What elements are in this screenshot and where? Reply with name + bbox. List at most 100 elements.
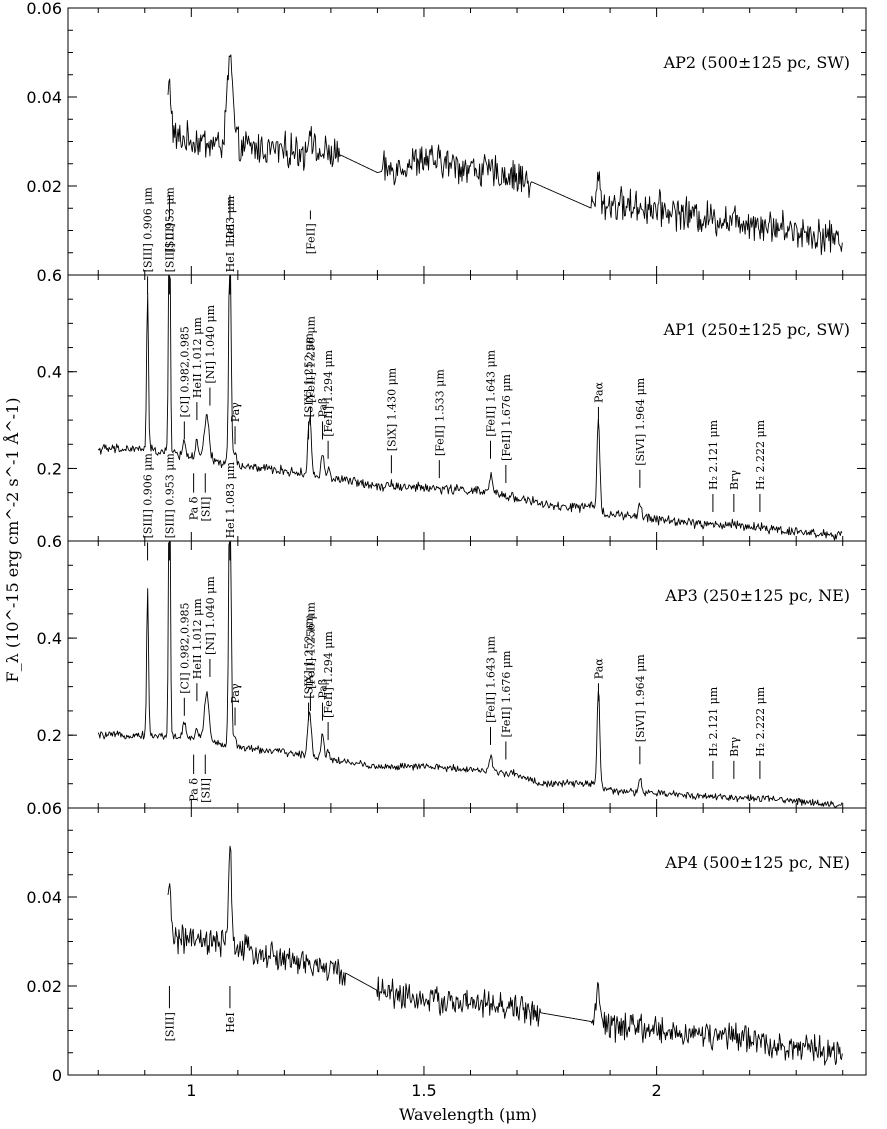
line-annotation: H₂ 2.222 μm [754, 686, 767, 779]
annotation-label: [SiVI] 1.964 μm [634, 654, 647, 743]
panel-3: 0.2 0.4 0.6 AP3 (250±125 pc, NE) [SIII] 0.90… [37, 453, 867, 809]
line-annotation: HeI [224, 986, 237, 1033]
line-annotation: Paβ [317, 679, 330, 721]
line-annotation: [NI] 1.040 μm [204, 304, 217, 406]
y-tick-label: 0.04 [26, 888, 62, 907]
annotation-label: [SII] [199, 497, 212, 522]
annotation-label: [SIII] 0.953 μm [163, 187, 176, 273]
annotation-label: [NI] 1.040 μm [204, 576, 217, 655]
y-tick-label: 0.4 [37, 629, 62, 648]
line-annotation: HeII 1.012 μm [191, 317, 204, 421]
y-tick-label: 0.06 [26, 0, 62, 18]
annotation-label: [FeII] 1.256 μm [304, 601, 317, 688]
annotation-label: [SiVI] 1.964 μm [634, 377, 647, 466]
annotation-label: HeII 1.012 μm [191, 598, 204, 679]
line-annotation: [FeII] 1.676 μm [500, 374, 513, 483]
annotation-label: H₂ 2.121 μm [707, 419, 720, 490]
annotation-label: [CI] 0.982,0.985 [178, 602, 191, 693]
y-tick-label: 0.02 [26, 977, 62, 996]
line-annotation: HeI 1.083 μm [224, 461, 237, 561]
annotation-label: Pa δ [188, 778, 201, 802]
annotation-label: [FeII] [304, 223, 317, 254]
line-annotation: [CI] 0.982,0.985 [178, 602, 191, 716]
line-annotation: Paγ [229, 683, 242, 726]
annotation-label: [SIII] 0.953 μm [163, 453, 176, 539]
line-annotation: [FeII] 1.294 μm [322, 349, 335, 459]
annotation-label: H₂ 2.222 μm [754, 419, 767, 490]
annotation-label: HeI 1.083 μm [224, 461, 237, 538]
spectrum-line [97, 541, 843, 808]
line-annotation: [NI] 1.040 μm [204, 576, 217, 677]
annotation-label: Paγ [229, 683, 242, 703]
panel-2: 0.2 0.4 0.6 AP1 (250±125 pc, SW) [SIII] 0.90… [37, 187, 867, 542]
line-annotation: [SiVI] 1.964 μm [634, 654, 647, 765]
annotation-label: [NI] 1.040 μm [204, 304, 217, 383]
line-annotation: [FeII] 1.533 μm [433, 369, 446, 479]
y-tick-label: 0.6 [37, 532, 62, 551]
annotation-label: HeI 1.083 μm [224, 195, 237, 272]
line-annotation: H₂ 2.222 μm [754, 419, 767, 512]
line-annotation: [SIII] [163, 194, 176, 253]
line-annotation: Brγ [728, 470, 741, 512]
line-annotation: HeI [224, 194, 237, 244]
line-annotation: [SIII] 0.906 μm [142, 453, 155, 561]
line-annotation: [FeII] 1.256 μm [304, 315, 317, 425]
line-annotation: Pa δ [188, 473, 201, 520]
panel-title: AP3 (250±125 pc, NE) [664, 586, 850, 605]
line-annotation: [SIX] 1.252 μm [303, 614, 316, 721]
annotation-label: Brγ [728, 737, 741, 757]
line-annotation: Paα [592, 381, 605, 425]
spectrum-line [167, 845, 843, 1066]
annotation-label: [SII] [199, 778, 212, 803]
annotation-label: [SIII] 0.906 μm [142, 453, 155, 539]
line-annotation: Paγ [229, 402, 242, 445]
line-annotation: [FeII] 1.643 μm [484, 635, 497, 745]
annotation-label: [FeII] 1.643 μm [484, 635, 497, 722]
x-tick-label: 2 [652, 1081, 662, 1100]
annotation-label: HeII 1.012 μm [191, 317, 204, 398]
annotation-label: [SIII] [163, 223, 176, 252]
annotation-label: [CI] 0.982,0.985 [178, 326, 191, 417]
x-tick-label: 1.5 [411, 1081, 436, 1100]
line-annotation: [SIII] 0.953 μm [163, 187, 176, 295]
annotation-label: [FeII] 1.256 μm [304, 315, 317, 402]
line-annotation: [FeII] 1.676 μm [500, 650, 513, 760]
panel-frame [67, 7, 867, 276]
annotation-label: [FeII] 1.533 μm [433, 369, 446, 456]
annotation-label: [SIX] 1.252 μm [303, 333, 316, 418]
line-annotation: H₂ 2.121 μm [707, 419, 720, 512]
line-annotation: [FeII] 1.294 μm [322, 631, 335, 741]
annotation-label: Paβ [317, 398, 330, 418]
line-annotation: [SIII] 0.953 μm [163, 453, 176, 561]
y-tick-label: 0.04 [26, 88, 62, 107]
spectrum-line [167, 54, 843, 256]
line-annotation: Paβ [317, 398, 330, 440]
line-annotation: [SIII] [163, 986, 176, 1041]
annotation-label: HeI [224, 1012, 237, 1032]
line-annotation: [FeII] 1.256 μm [304, 601, 317, 711]
line-annotation: [CI] 0.982,0.985 [178, 326, 191, 440]
panel-title: AP1 (250±125 pc, SW) [663, 320, 850, 339]
line-annotation: HeI 1.083 μm [224, 195, 237, 295]
annotation-label: Brγ [728, 470, 741, 490]
annotation-label: Paα [592, 658, 605, 679]
y-tick-label: 0.2 [37, 459, 62, 478]
annotation-label: Pa δ [188, 496, 201, 520]
line-annotation: H₂ 2.121 μm [707, 686, 720, 779]
line-annotation: [SII] [199, 473, 212, 521]
line-annotation: [SiVI] 1.964 μm [634, 377, 647, 488]
x-tick-label: 1 [186, 1081, 196, 1100]
panel-title: AP4 (500±125 pc, NE) [664, 853, 850, 872]
y-tick-label: 0.02 [26, 177, 62, 196]
line-annotation: Pa δ [188, 754, 201, 802]
panel-title: AP2 (500±125 pc, SW) [663, 53, 850, 72]
annotation-label: [SIII] 0.906 μm [142, 187, 155, 273]
y-axis-title: F_λ (10^-15 erg cm^-2 s^-1 Å^-1) [2, 398, 22, 683]
y-tick-label: 0.06 [26, 799, 62, 818]
annotation-label: [FeII] 1.294 μm [322, 349, 335, 436]
line-annotation: [SIII] 0.906 μm [142, 187, 155, 295]
annotation-label: [SIX] 1.252 μm [303, 614, 316, 699]
line-annotation: Paα [592, 658, 605, 702]
annotation-label: [FeII] 1.294 μm [322, 631, 335, 718]
